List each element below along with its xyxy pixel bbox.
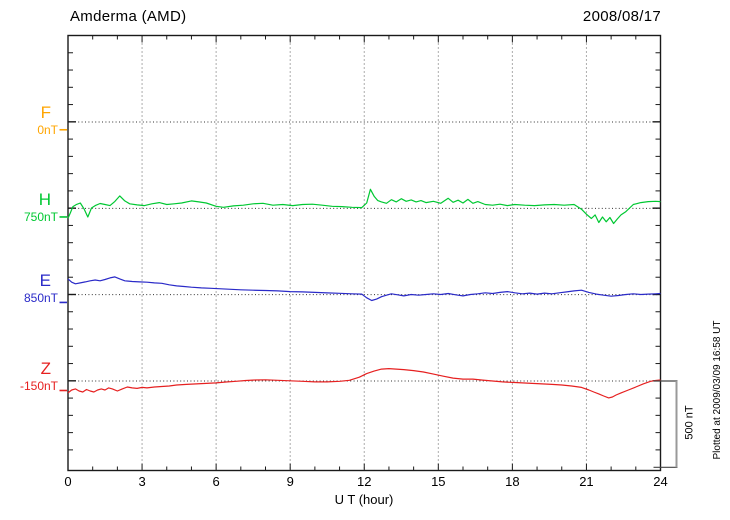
component-letter-F: F: [40, 103, 51, 122]
observation-date: 2008/08/17: [582, 8, 661, 25]
component-baseline-H: 750nT: [23, 210, 58, 224]
x-tick-label: 21: [579, 474, 594, 489]
component-label-H: H 750nT: [24, 191, 58, 223]
plotted-timestamp-note: Plotted at 2009/03/09 16:58 UT: [712, 320, 723, 460]
x-tick-label: 12: [357, 474, 372, 489]
trace-E: [67, 276, 661, 302]
component-label-E: E 850nT: [24, 272, 58, 304]
x-tick-label: 24: [653, 474, 668, 489]
scale-bar-label: 500 nT: [683, 405, 696, 440]
trace-H: [67, 188, 661, 225]
component-letter-E: E: [39, 271, 51, 290]
x-tick-label: 9: [286, 474, 294, 489]
component-label-F: F 0nT: [37, 104, 58, 136]
component-letter-H: H: [38, 190, 51, 209]
x-tick-label: 6: [212, 474, 220, 489]
component-letter-Z: Z: [40, 359, 51, 378]
component-baseline-E: 850nT: [23, 291, 58, 305]
x-tick-label: 18: [505, 474, 520, 489]
plot-frame: [67, 34, 662, 472]
x-tick-label: 0: [64, 474, 72, 489]
component-label-Z: Z -150nT: [20, 360, 58, 392]
component-baseline-Z: -150nT: [19, 379, 58, 393]
trace-Z: [67, 368, 661, 399]
x-tick-label: 15: [431, 474, 446, 489]
station-title: Amderma (AMD): [70, 8, 187, 25]
x-tick-label: 3: [138, 474, 146, 489]
x-axis-title: U T (hour): [334, 492, 394, 507]
component-baseline-F: 0nT: [37, 123, 58, 137]
